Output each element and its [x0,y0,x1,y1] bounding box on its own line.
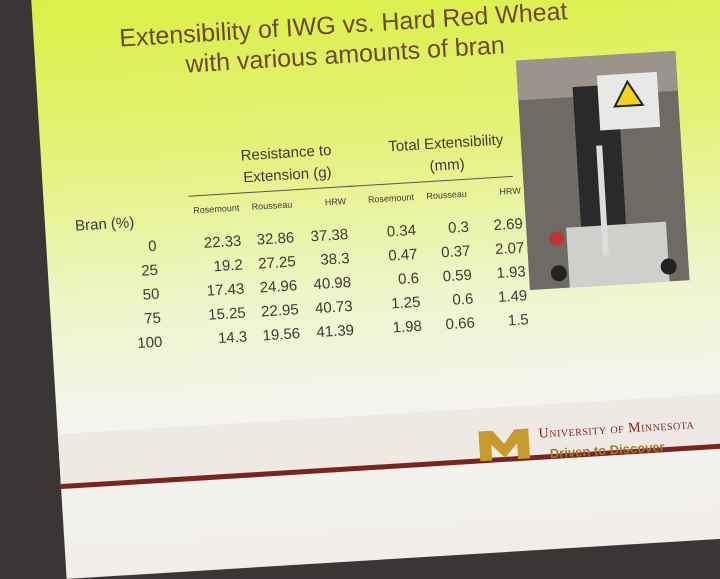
row-label: 100 [136,333,163,353]
table-cell: 0.66 [445,314,476,334]
row-label: 75 [143,309,162,328]
table-cell: 1.98 [392,317,423,337]
table-cell: 0.37 [440,242,471,262]
table-cell: 22.95 [260,301,300,321]
table-cell: 15.25 [207,304,247,324]
table-cell: 40.98 [313,273,352,294]
group-header: Total Extensibility [387,131,504,156]
table-cell: 19.56 [262,325,301,345]
column-header: Rosemount [367,191,415,205]
table-cell: 0.6 [397,269,420,289]
page: Extensibility of IWG vs. Hard Red Wheat w… [30,0,720,579]
slide: Extensibility of IWG vs. Hard Red Wheat w… [30,0,720,579]
table-cell: 1.5 [507,311,530,330]
table-cell: 2.69 [493,215,524,235]
table-cell: 1.93 [496,263,527,283]
column-header: HRW [499,185,522,197]
group-header: Extension (g) [242,163,333,187]
row-label: 25 [140,261,159,280]
column-header: Rousseau [251,199,293,212]
table-cell: 1.49 [497,287,528,307]
table-cell: 0.59 [442,266,473,286]
column-header: Rousseau [426,188,468,202]
table-cell: 2.07 [494,239,525,259]
table-cell: 0.34 [386,221,417,241]
table-cell: 17.43 [206,280,245,300]
row-header: Bran (%) [74,214,135,235]
table-cell: 32.86 [256,229,295,249]
table-cell: 37.38 [310,226,349,246]
table-cell: 40.73 [314,297,354,318]
table-cell: 0.47 [387,245,418,265]
photo [515,50,690,291]
table-cell: 14.3 [217,328,248,348]
column-header: HRW [324,196,347,208]
table-cell: 22.33 [203,232,242,252]
column-header: Rosemount [193,202,240,216]
row-label: 50 [142,285,160,304]
group-header: Resistance to [240,141,332,165]
group-header: (mm) [429,155,466,175]
table-cell: 1.25 [390,293,421,313]
row-label: 0 [147,237,158,256]
table-cell: 24.96 [259,277,298,297]
table-cell: 19.2 [213,256,244,276]
table-cell: 41.39 [315,321,355,342]
table-cell: 0.6 [451,290,474,309]
table-cell: 0.3 [447,218,470,237]
footer-band [57,388,720,490]
table-cell: 38.3 [319,250,351,269]
table-cell: 27.25 [257,253,297,273]
university-logo [478,428,531,462]
